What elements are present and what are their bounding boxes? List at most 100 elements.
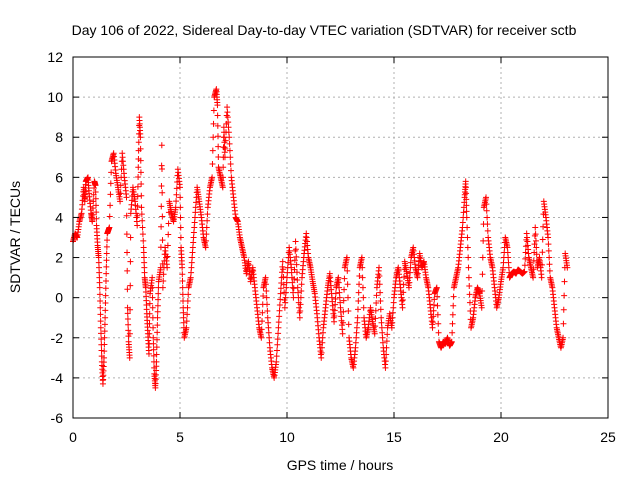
data-point: [164, 264, 171, 271]
data-point-fill: [560, 320, 567, 327]
data-point-fill: [102, 292, 109, 299]
data-point-fill: [466, 291, 473, 298]
data-point-fill: [146, 300, 153, 307]
data-point: [262, 274, 269, 281]
data-point-fill: [450, 302, 457, 309]
data-point-fill: [101, 328, 108, 335]
data-point: [560, 334, 567, 341]
data-point-fill: [331, 307, 338, 314]
data-point-fill: [464, 244, 471, 251]
data-point-fill: [400, 289, 407, 296]
data-point: [101, 354, 108, 361]
data-point-fill: [228, 167, 235, 174]
data-point-fill: [154, 302, 161, 309]
data-point-fill: [158, 165, 165, 172]
data-point: [103, 270, 110, 277]
data-point-fill: [104, 237, 111, 244]
data-point: [382, 364, 389, 371]
data-point-fill: [382, 358, 389, 365]
data-point-fill: [160, 271, 167, 278]
data-point-fill: [354, 306, 361, 313]
data-point-fill: [93, 202, 100, 209]
data-point-fill: [102, 307, 109, 314]
data-point: [504, 244, 511, 251]
data-point-fill: [190, 234, 197, 241]
y-axis-label: SDTVAR / TECUs: [7, 181, 23, 293]
data-point-fill: [465, 264, 472, 271]
data-point-fill: [484, 214, 491, 221]
data-point-fill: [505, 259, 512, 266]
data-point-fill: [149, 294, 156, 301]
data-point-fill: [336, 284, 343, 291]
data-point-fill: [331, 313, 338, 320]
data-point-fill: [459, 219, 466, 226]
data-point-fill: [383, 351, 390, 358]
data-point-fill: [165, 220, 172, 227]
data-point-fill: [155, 296, 162, 303]
data-point: [189, 244, 196, 251]
data-point-fill: [158, 183, 165, 190]
data-point-fill: [434, 293, 441, 300]
data-point-fill: [521, 262, 528, 269]
data-point: [159, 284, 166, 291]
data-point-fill: [296, 304, 303, 311]
plot-frame: [72, 56, 609, 419]
data-point-fill: [275, 319, 282, 326]
data-point-fill: [293, 269, 300, 276]
data-point-fill: [96, 291, 103, 298]
y-tick-label: 12: [47, 49, 63, 65]
data-point-fill: [154, 329, 161, 336]
data-point-fill: [332, 290, 339, 297]
data-point-fill: [533, 244, 540, 251]
data-point: [177, 184, 183, 191]
data-point: [545, 234, 552, 241]
data-point-fill: [150, 352, 157, 359]
data-point-fill: [282, 289, 289, 296]
data-point: [378, 314, 385, 321]
data-point-fill: [260, 292, 267, 299]
data-point-fill: [173, 198, 180, 205]
data-point-fill: [225, 119, 232, 126]
data-point-fill: [165, 231, 172, 238]
data-point: [179, 264, 186, 271]
data-point-fill: [332, 296, 339, 303]
data-point: [339, 330, 346, 337]
data-point-fill: [297, 294, 304, 301]
data-point-fill: [463, 196, 470, 203]
data-point-fill: [337, 299, 344, 306]
data-point-fill: [101, 348, 108, 355]
data-point-fill: [463, 190, 470, 197]
y-tick-label: -2: [51, 330, 64, 346]
data-point-fill: [224, 114, 231, 121]
data-point-fill: [102, 300, 109, 307]
data-point-fill: [124, 286, 131, 293]
data-point-fill: [465, 254, 472, 261]
data-point-fill: [141, 259, 148, 266]
data-point-fill: [124, 316, 131, 323]
data-point-fill: [294, 276, 301, 283]
data-point-fill: [429, 319, 436, 326]
data-point-fill: [383, 344, 390, 351]
data-point-fill: [384, 331, 391, 338]
data-point-fill: [539, 236, 546, 243]
data-point-fill: [336, 289, 343, 296]
data-point-fill: [373, 292, 380, 299]
data-point-fill: [545, 247, 552, 254]
data-point-fill: [289, 279, 296, 286]
data-point-fill: [96, 269, 103, 276]
data-point-fill: [560, 306, 567, 313]
data-point-fill: [464, 224, 471, 231]
data-point-fill: [293, 261, 300, 268]
data-point: [126, 354, 133, 361]
data-point-fill: [530, 266, 537, 273]
data-point: [154, 314, 161, 321]
data-point: [134, 222, 141, 229]
data-point-fill: [188, 269, 195, 276]
data-point-fill: [539, 249, 546, 256]
data-point-fill: [462, 184, 469, 191]
data-point-fill: [125, 321, 132, 328]
data-point-fill: [265, 324, 272, 331]
data-point-fill: [295, 289, 302, 296]
data-point-fill: [191, 224, 198, 231]
